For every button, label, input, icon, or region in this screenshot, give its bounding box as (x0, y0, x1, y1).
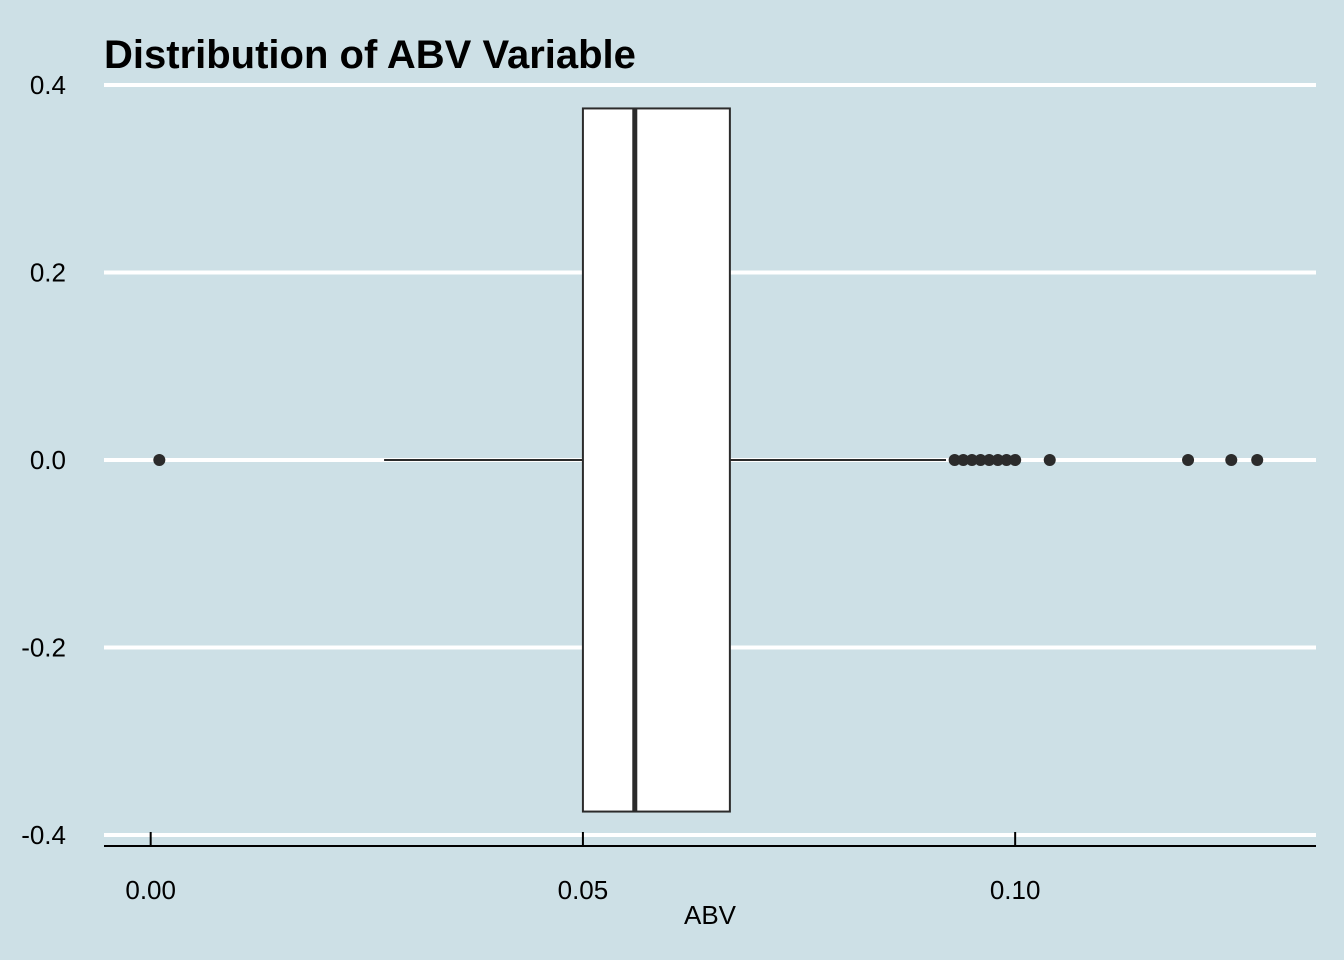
x-tick-label: 0.00 (125, 875, 176, 905)
outlier-point (957, 454, 970, 466)
y-tick-label: -0.4 (21, 820, 66, 850)
y-tick-label: 0.0 (30, 445, 66, 475)
y-tick-label: -0.2 (21, 633, 66, 663)
outlier-point (1251, 454, 1264, 466)
x-axis: 0.00 0.05 0.10 (104, 832, 1316, 905)
chart-title: Distribution of ABV Variable (104, 33, 636, 77)
y-tick-label: 0.4 (30, 70, 66, 100)
outlier-point (991, 454, 1004, 466)
outlier-point (1225, 454, 1238, 466)
outlier-point (1043, 454, 1056, 466)
outlier-point (974, 454, 987, 466)
box-iqr (581, 107, 731, 813)
outlier-point (983, 454, 996, 466)
x-tick-label: 0.05 (558, 875, 609, 905)
boxplot (384, 107, 947, 813)
y-axis-ticks: 0.4 0.2 0.0 -0.2 -0.4 (21, 70, 66, 850)
outlier-point (965, 454, 978, 466)
outlier-point (1000, 454, 1013, 466)
x-axis-title: ABV (684, 900, 737, 930)
x-tick-label: 0.10 (990, 875, 1041, 905)
outlier-point (153, 454, 166, 466)
outlier-point (1009, 454, 1022, 466)
outlier-point (1182, 454, 1195, 466)
outlier-points (153, 454, 1264, 466)
y-tick-label: 0.2 (30, 258, 66, 288)
outlier-point (948, 454, 961, 466)
